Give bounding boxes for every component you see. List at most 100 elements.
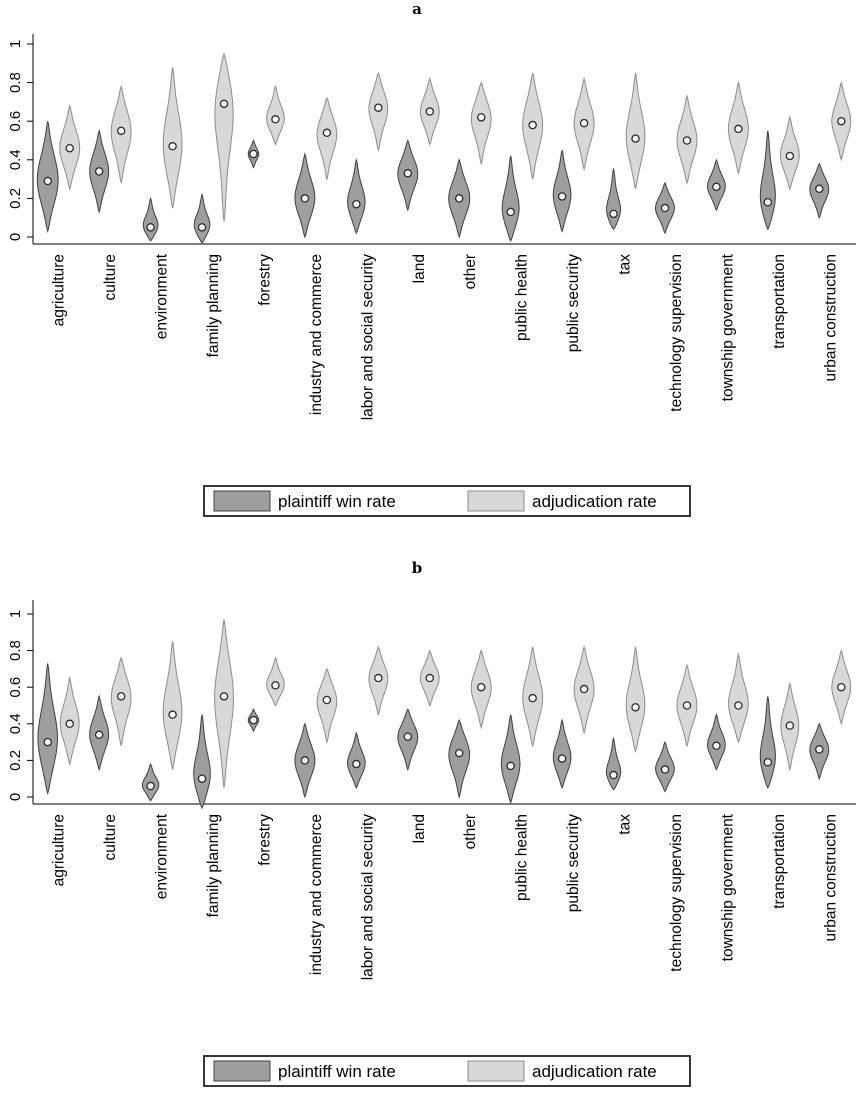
median-dot bbox=[352, 759, 361, 769]
violin-plaintiff bbox=[347, 157, 366, 235]
x-axis-label: transportation bbox=[771, 254, 788, 349]
median-dot bbox=[579, 118, 589, 128]
x-axis-label: land bbox=[411, 254, 428, 283]
median-dot bbox=[837, 682, 846, 692]
legend-box bbox=[203, 1055, 691, 1087]
median-dot bbox=[65, 143, 74, 153]
median-dot bbox=[763, 198, 773, 207]
median-dot bbox=[815, 184, 824, 193]
y-tick-label: 0.2 bbox=[7, 750, 24, 771]
legend-label: plaintiff win rate bbox=[278, 492, 396, 511]
violin-plaintiff bbox=[552, 149, 572, 233]
x-axis-label: family planning bbox=[205, 814, 222, 917]
violin-adjudication bbox=[110, 656, 132, 746]
x-axis-label: forestry bbox=[256, 254, 273, 306]
median-dot bbox=[249, 715, 258, 725]
violin-plaintiff bbox=[193, 192, 211, 244]
median-dot bbox=[785, 721, 795, 730]
x-axis-label: family planning bbox=[205, 254, 222, 357]
median-dot bbox=[837, 116, 846, 126]
median-dot bbox=[168, 710, 177, 719]
median-dot bbox=[271, 115, 280, 124]
legend-label: adjudication rate bbox=[532, 1062, 657, 1081]
median-dot bbox=[631, 134, 640, 143]
median-dot bbox=[815, 745, 824, 754]
x-axis-label: other bbox=[462, 814, 479, 849]
median-dot bbox=[271, 681, 280, 690]
violin-plaintiff bbox=[501, 155, 520, 243]
violin-adjudication bbox=[214, 51, 234, 222]
panel-title-a: a bbox=[412, 0, 422, 18]
legend-swatch bbox=[213, 1060, 271, 1082]
violin-plaintiff bbox=[759, 696, 776, 789]
median-dot bbox=[249, 149, 258, 159]
median-dot bbox=[660, 203, 670, 213]
median-dot bbox=[374, 673, 383, 683]
median-dot bbox=[94, 167, 104, 176]
median-dot bbox=[374, 103, 383, 112]
median-dot bbox=[322, 128, 332, 138]
y-tick-label: 0.6 bbox=[7, 111, 24, 132]
median-dot bbox=[631, 703, 640, 712]
panel-title-b: b bbox=[412, 559, 423, 577]
x-axis-label: industry and commerce bbox=[308, 814, 325, 975]
violin-plaintiff bbox=[37, 663, 59, 796]
median-dot bbox=[403, 169, 413, 178]
x-axis-label: environment bbox=[154, 813, 171, 899]
x-axis-label: labor and social security bbox=[359, 254, 376, 421]
median-dot bbox=[734, 701, 743, 710]
legend-swatch bbox=[467, 1060, 525, 1082]
x-axis-label: other bbox=[462, 254, 479, 289]
panel-a-chart: a 0 0.2 0.4 0.6 0.8 1 agriculture culture environ… bbox=[7, 0, 856, 517]
x-axis-label: agriculture bbox=[51, 254, 68, 326]
median-dot bbox=[65, 719, 74, 729]
legend-box bbox=[203, 485, 691, 517]
median-dot bbox=[219, 99, 229, 109]
median-dot bbox=[528, 693, 537, 703]
violin-plaintiff bbox=[759, 130, 776, 231]
median-dot bbox=[43, 737, 52, 747]
violin-adjudication bbox=[316, 667, 338, 744]
y-tick-label: 0.2 bbox=[7, 188, 24, 209]
median-dot bbox=[352, 199, 361, 209]
median-dot bbox=[660, 765, 670, 774]
median-dot bbox=[300, 194, 310, 203]
violin-plaintiff bbox=[448, 718, 471, 799]
violin-adjudication bbox=[625, 72, 646, 189]
y-tick-label: 0.8 bbox=[7, 72, 24, 93]
x-axis-label: labor and social security bbox=[359, 814, 376, 981]
x-axis-label: technology supervision bbox=[668, 254, 685, 412]
violin-adjudication bbox=[470, 81, 492, 166]
x-axis-label: public health bbox=[514, 254, 531, 341]
x-axis-label: urban construction bbox=[822, 814, 839, 942]
x-axis-label: tax bbox=[617, 814, 634, 835]
legend-swatch bbox=[213, 490, 271, 512]
violin-adjudication bbox=[728, 652, 749, 744]
median-dot bbox=[403, 732, 413, 741]
y-tick-label: 0.8 bbox=[7, 640, 24, 661]
y-tick-label: 0.4 bbox=[7, 149, 24, 170]
x-axis-label: technology supervision bbox=[668, 814, 685, 972]
x-axis-label: environment bbox=[154, 253, 171, 339]
violin-plaintiff bbox=[193, 714, 211, 810]
median-dot bbox=[197, 774, 207, 783]
median-dot bbox=[454, 194, 464, 203]
x-axis-label: culture bbox=[102, 814, 119, 861]
median-dot bbox=[579, 684, 589, 694]
violin-adjudication bbox=[214, 619, 234, 788]
x-axis-label: public health bbox=[514, 814, 531, 901]
violin-plaintiff bbox=[500, 714, 521, 804]
median-dot bbox=[682, 136, 692, 145]
median-dot bbox=[116, 692, 126, 701]
median-dot bbox=[168, 142, 177, 151]
x-axis-label: tax bbox=[617, 254, 634, 275]
median-dot bbox=[506, 207, 515, 217]
violin-adjudication bbox=[162, 641, 183, 770]
median-dot bbox=[609, 209, 618, 219]
x-axis-label: transportation bbox=[771, 814, 788, 909]
x-axis-label: public security bbox=[565, 814, 582, 912]
median-dot bbox=[506, 761, 515, 771]
median-dot bbox=[682, 701, 692, 710]
y-tick-label: 0.6 bbox=[7, 677, 24, 698]
